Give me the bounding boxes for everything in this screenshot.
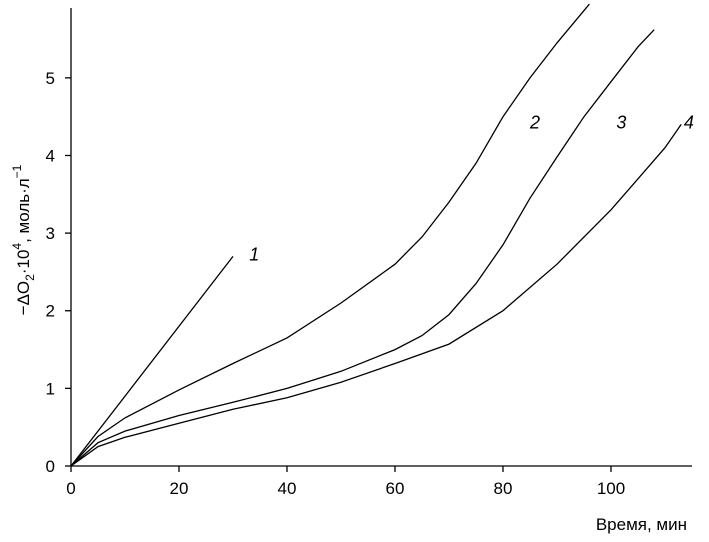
axes <box>70 8 692 467</box>
x-axis-title: Время, мин <box>596 515 687 534</box>
series-label-4: 4 <box>684 112 694 132</box>
series-line-4 <box>70 124 682 467</box>
series-label-1: 1 <box>249 244 259 264</box>
y-tick-label: 4 <box>46 146 55 165</box>
y-ticks: 0 1 2 3 4 5 <box>46 69 71 476</box>
y-axis-title-sub: 2 <box>23 274 37 281</box>
x-ticks: 0 20 40 60 80 100 <box>66 466 625 498</box>
y-tick-label: 3 <box>46 224 55 243</box>
y-tick-label: 5 <box>46 69 55 88</box>
x-tick-label: 0 <box>66 479 75 498</box>
x-tick-label: 80 <box>494 479 513 498</box>
y-axis-title-sup: 4 <box>10 243 24 250</box>
x-tick-label: 40 <box>278 479 297 498</box>
series-label-2: 2 <box>529 112 540 132</box>
y-axis-title-unit-sup: −1 <box>10 164 24 178</box>
series-line-1 <box>70 256 234 467</box>
series-group: 1 2 3 4 <box>70 3 694 467</box>
y-tick-label: 1 <box>46 379 55 398</box>
series-label-3: 3 <box>616 112 626 132</box>
x-tick-label: 60 <box>386 479 405 498</box>
series-line-3 <box>70 29 655 467</box>
x-tick-label: 100 <box>597 479 625 498</box>
y-axis-title-prefix: −ΔO <box>14 281 33 316</box>
y-axis-title-mid: ·10 <box>14 250 33 275</box>
x-tick-label: 20 <box>170 479 189 498</box>
y-tick-label: 0 <box>46 457 55 476</box>
y-tick-label: 2 <box>46 302 55 321</box>
series-line-2 <box>70 3 590 467</box>
y-axis-title: −ΔO2·104, моль·л−1 <box>10 164 37 315</box>
y-axis-title-unit: , моль·л <box>14 178 33 243</box>
